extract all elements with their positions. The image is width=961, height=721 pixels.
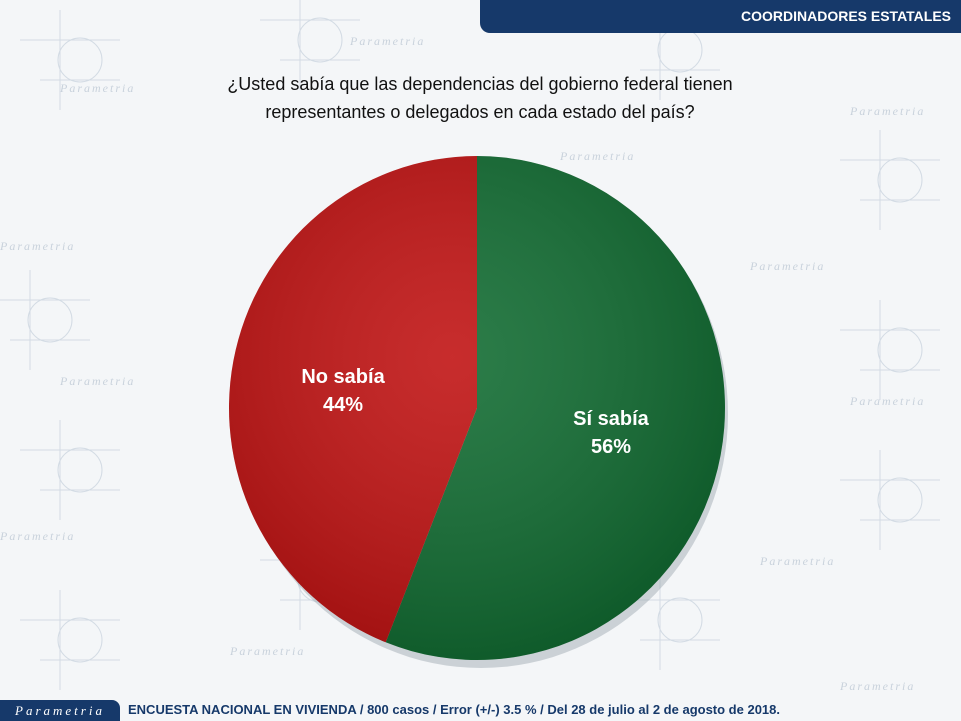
- chart-question: ¿Usted sabía que las dependencias del go…: [120, 70, 840, 126]
- header-bar: COORDINADORES ESTATALES: [480, 0, 961, 33]
- watermark-word: Parametria: [759, 554, 835, 568]
- question-line-1: ¿Usted sabía que las dependencias del go…: [227, 74, 733, 94]
- pie-shading: [229, 156, 725, 660]
- slice-value-1: 44%: [323, 394, 363, 416]
- watermark-word: Parametria: [559, 149, 635, 163]
- slice-label-1: No sabía: [301, 366, 385, 388]
- watermark-word: Parametria: [59, 374, 135, 388]
- slice-label-0: Sí sabía: [573, 408, 649, 430]
- watermark-word: Parametria: [349, 34, 425, 48]
- watermark-word: Parametria: [229, 644, 305, 658]
- watermark-word: Parametria: [839, 679, 915, 693]
- slice-value-0: 56%: [591, 436, 631, 458]
- watermark-word: Parametria: [749, 259, 825, 273]
- footer-survey-note: ENCUESTA NACIONAL EN VIVIENDA / 800 caso…: [128, 702, 780, 717]
- watermark-word: Parametria: [849, 394, 925, 408]
- header-title: COORDINADORES ESTATALES: [740, 8, 951, 24]
- watermark-word: Parametria: [0, 529, 75, 543]
- question-line-2: representantes o delegados en cada estad…: [265, 102, 695, 122]
- watermark-word: Parametria: [0, 239, 75, 253]
- watermark-word: Parametria: [849, 104, 925, 118]
- footer-brand-logo: Parametria: [0, 700, 120, 721]
- watermark-word: Parametria: [59, 81, 135, 95]
